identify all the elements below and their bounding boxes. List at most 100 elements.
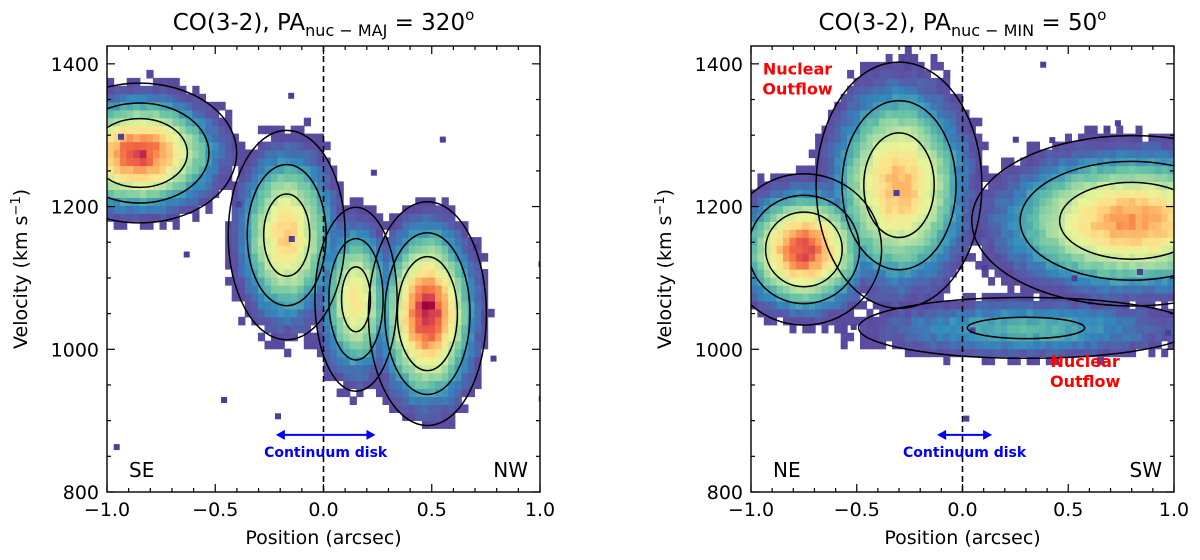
y-tick-label: 800 [63, 482, 99, 504]
map-pixel [994, 213, 1002, 222]
map-pixel [1142, 292, 1149, 302]
map-pixel [120, 213, 128, 222]
map-pixel [441, 245, 449, 254]
map-pixel [789, 300, 797, 310]
map-pixel [904, 54, 912, 63]
map-pixel [943, 165, 951, 175]
map-pixel [847, 253, 855, 262]
map-pixel [1065, 181, 1072, 190]
map-pixel [1026, 332, 1034, 342]
map-pixel [917, 332, 925, 342]
map-pixel [290, 245, 298, 254]
map-pixel [1039, 348, 1047, 358]
map-pixel [1065, 284, 1072, 294]
map-pixel [962, 308, 970, 318]
map-pixel [917, 157, 925, 167]
map-pixel [885, 149, 893, 159]
map-pixel [166, 101, 174, 111]
map-pixel [1103, 213, 1111, 222]
map-pixel [343, 261, 351, 270]
map-pixel [1090, 277, 1098, 286]
map-pixel [815, 277, 823, 286]
map-pixel [898, 237, 906, 246]
map-pixel [757, 292, 765, 302]
map-pixel [408, 308, 416, 318]
map-pixel [330, 356, 338, 366]
map-pixel [166, 93, 174, 103]
map-pixel [879, 340, 887, 350]
map-pixel [853, 205, 861, 214]
map-pixel [776, 237, 784, 246]
map-pixel [904, 269, 912, 278]
map-pixel [1065, 165, 1072, 175]
map-pixel [853, 149, 861, 159]
map-pixel [924, 69, 931, 79]
map-pixel [866, 117, 874, 127]
map-pixel [1122, 229, 1130, 238]
map-pixel [885, 133, 893, 143]
map-pixel [1039, 205, 1047, 214]
map-pixel [1122, 284, 1130, 294]
map-pixel [349, 221, 357, 230]
contour [396, 255, 459, 372]
map-pixel [866, 245, 874, 254]
map-pixel [936, 85, 944, 95]
map-pixel [1109, 189, 1117, 198]
map-pixel [860, 261, 867, 270]
map-pixel [1161, 149, 1169, 159]
map-pixel [290, 181, 298, 190]
map-pixel [1109, 149, 1117, 159]
map-pixel [904, 165, 912, 175]
map-pixel [133, 109, 141, 119]
map-pixel [834, 324, 842, 334]
map-pixel [1135, 261, 1143, 270]
map-pixel [408, 261, 416, 270]
map-pixel [1084, 165, 1092, 175]
map-pixel [949, 93, 957, 103]
map-pixel [827, 181, 835, 190]
map-pixel [892, 93, 899, 103]
map-pixel [185, 157, 193, 167]
map-pixel [776, 229, 784, 238]
map-pixel [808, 316, 816, 326]
map-pixel [847, 173, 855, 182]
map-pixel [1148, 332, 1156, 342]
map-pixel [1090, 332, 1098, 342]
map-pixel [1071, 300, 1079, 310]
map-pixel [840, 308, 848, 318]
map-pixel [428, 404, 436, 413]
map-pixel [1026, 181, 1034, 190]
map-pixel [382, 340, 390, 350]
map-pixel [1033, 308, 1040, 318]
map-pixel [284, 253, 292, 262]
map-pixel [1045, 229, 1053, 238]
map-pixel [911, 332, 919, 342]
map-pixel [1154, 261, 1162, 270]
map-pixel [924, 165, 931, 175]
map-pixel [1161, 348, 1169, 358]
map-pixel [892, 237, 899, 246]
map-pixel [310, 133, 318, 143]
map-pixel [936, 261, 944, 270]
map-pixel [113, 181, 121, 190]
map-pixel [924, 101, 931, 111]
map-pixel [1007, 324, 1015, 334]
map-pixel [1142, 269, 1149, 278]
map-pixel [1065, 308, 1072, 318]
map-pixel [152, 133, 161, 143]
map-pixel [770, 292, 778, 302]
map-pixel [251, 300, 259, 310]
map-pixel [1097, 253, 1105, 262]
map-pixel [988, 308, 996, 318]
map-pixel [435, 292, 443, 302]
map-pixel [408, 237, 416, 246]
map-pixel [1001, 277, 1008, 286]
map-pixel [1077, 340, 1085, 350]
map-pixel [336, 324, 344, 334]
map-pixel [1033, 181, 1040, 190]
map-pixel [264, 300, 272, 310]
map-pixel [316, 229, 325, 238]
map-pixel [133, 77, 141, 87]
map-pixel [421, 420, 430, 429]
map-pixel [303, 308, 311, 318]
